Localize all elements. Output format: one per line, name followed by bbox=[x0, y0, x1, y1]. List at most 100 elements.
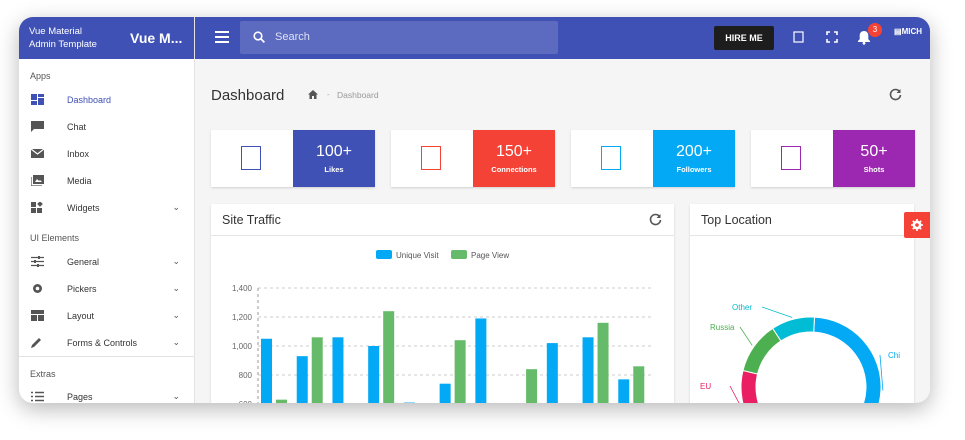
sidebar-item-pages[interactable]: Pages ⌄ bbox=[19, 383, 194, 403]
bar bbox=[475, 318, 487, 403]
search-input[interactable]: Search bbox=[240, 21, 558, 54]
stat-frame-icon bbox=[241, 146, 261, 170]
bar bbox=[582, 337, 594, 403]
donut-slice bbox=[772, 316, 816, 342]
chevron-down-icon: ⌄ bbox=[172, 310, 180, 320]
settings-button[interactable] bbox=[904, 212, 930, 238]
refresh-icon[interactable] bbox=[889, 88, 902, 101]
section-ui-elements: UI Elements bbox=[30, 233, 80, 243]
y-tick-label: 1,200 bbox=[232, 313, 253, 322]
broken-image-icon: ▤ bbox=[894, 27, 902, 36]
sidebar-item-chat[interactable]: Chat bbox=[19, 113, 194, 140]
stat-panel: 150+ Connections bbox=[473, 130, 555, 187]
donut-slice bbox=[742, 327, 782, 375]
app-window: Vue Material Admin Template Vue M... App… bbox=[19, 17, 930, 403]
sidebar-item-label: Inbox bbox=[67, 149, 90, 159]
sidebar-item-media[interactable]: Media bbox=[19, 167, 194, 194]
refresh-icon[interactable] bbox=[649, 213, 662, 226]
slice-label: Other bbox=[732, 303, 752, 312]
stat-value: 100+ bbox=[315, 143, 353, 160]
top-location-chart: Chi EU Russia Other bbox=[700, 303, 900, 403]
stat-label: Followers bbox=[676, 165, 712, 174]
sidebar-item-dashboard[interactable]: Dashboard bbox=[19, 86, 194, 113]
email-icon bbox=[31, 148, 44, 158]
stat-label: Shots bbox=[863, 165, 885, 174]
sidebar-item-label: Dashboard bbox=[67, 95, 112, 105]
dashboard-icon bbox=[31, 94, 44, 105]
widgets-icon bbox=[31, 202, 43, 213]
stat-card-followers: 200+ Followers bbox=[571, 130, 735, 187]
label-leader bbox=[739, 326, 753, 346]
page-title: Dashboard bbox=[211, 87, 285, 104]
site-traffic-chart: Unique Visit Page View 600 800 1,000 1,200 1,4… bbox=[232, 250, 651, 403]
stat-frame-icon bbox=[781, 146, 801, 170]
bar bbox=[439, 383, 451, 403]
legend-swatch bbox=[451, 250, 467, 259]
photo-library-icon bbox=[31, 175, 44, 186]
settings-icon bbox=[911, 219, 923, 231]
sidebar-item-label: Layout bbox=[67, 311, 95, 321]
sidebar-item-general[interactable]: General ⌄ bbox=[19, 248, 194, 275]
chevron-down-icon: ⌄ bbox=[172, 337, 180, 347]
page-icon[interactable] bbox=[793, 31, 804, 43]
label-leader bbox=[729, 385, 740, 403]
donut-slice bbox=[813, 316, 882, 403]
label-leader bbox=[761, 306, 793, 318]
search-icon bbox=[253, 31, 265, 43]
sidebar-item-label: Pages bbox=[67, 392, 93, 402]
sidebar-item-forms-controls[interactable]: Forms & Controls ⌄ bbox=[19, 329, 194, 356]
card-title: Site Traffic bbox=[222, 213, 281, 227]
sidebar-item-pickers[interactable]: Pickers ⌄ bbox=[19, 275, 194, 302]
sidebar-item-layout[interactable]: Layout ⌄ bbox=[19, 302, 194, 329]
stat-card-likes: 100+ Likes bbox=[211, 130, 375, 187]
slice-label: Russia bbox=[710, 323, 735, 332]
home-icon[interactable] bbox=[308, 90, 318, 99]
sidebar-item-label: Widgets bbox=[67, 203, 100, 213]
brand-bar: Vue Material Admin Template Vue M... bbox=[19, 17, 194, 59]
menu-icon[interactable] bbox=[215, 31, 229, 43]
donut-slice bbox=[740, 369, 759, 403]
stat-card-shots: 50+ Shots bbox=[751, 130, 915, 187]
bell-icon[interactable] bbox=[857, 30, 871, 45]
bar bbox=[311, 337, 323, 403]
bar bbox=[276, 399, 287, 403]
site-traffic-card: Site Traffic Unique Visit Page View 600 800… bbox=[211, 204, 674, 403]
chevron-down-icon: ⌄ bbox=[172, 391, 180, 401]
bar bbox=[261, 338, 272, 403]
stat-panel: 50+ Shots bbox=[833, 130, 915, 187]
y-tick-label: 1,000 bbox=[232, 342, 253, 351]
top-app-bar: Search HIRE ME 3 ▤MICH bbox=[195, 17, 930, 59]
tune-icon bbox=[31, 256, 44, 267]
sidebar-item-inbox[interactable]: Inbox bbox=[19, 140, 194, 167]
notification-badge: 3 bbox=[868, 23, 882, 37]
stat-frame-icon bbox=[601, 146, 621, 170]
sidebar-item-widgets[interactable]: Widgets ⌄ bbox=[19, 194, 194, 221]
bar bbox=[368, 346, 380, 403]
chevron-down-icon: ⌄ bbox=[172, 202, 180, 212]
avatar-alt: MICH bbox=[901, 27, 923, 36]
bar bbox=[332, 337, 344, 403]
bar bbox=[296, 356, 308, 403]
list-icon bbox=[31, 391, 44, 402]
bar bbox=[618, 379, 630, 403]
legend-label: Unique Visit bbox=[396, 251, 439, 260]
app-name[interactable]: Vue M... bbox=[130, 30, 183, 46]
avatar[interactable]: ▤MICH bbox=[894, 27, 922, 36]
stat-frame-icon bbox=[421, 146, 441, 170]
fullscreen-icon[interactable] bbox=[826, 31, 838, 43]
hire-me-button[interactable]: HIRE ME bbox=[714, 26, 774, 50]
breadcrumb-current: Dashboard bbox=[337, 90, 379, 100]
sidebar-item-label: Pickers bbox=[67, 284, 97, 294]
settings-icon bbox=[33, 284, 42, 293]
slice-label: EU bbox=[700, 382, 711, 391]
top-location-card: Top Location Chi EU Russia Other bbox=[690, 204, 914, 403]
search-placeholder: Search bbox=[275, 31, 310, 43]
stat-value: 50+ bbox=[860, 143, 888, 160]
stat-label: Connections bbox=[491, 165, 537, 174]
card-title: Top Location bbox=[701, 213, 772, 227]
y-tick-label: 1,400 bbox=[232, 284, 253, 293]
card-header: Site Traffic bbox=[211, 204, 674, 236]
logo: Vue Material Admin Template bbox=[29, 26, 97, 50]
label-leader bbox=[879, 354, 884, 391]
chevron-down-icon: ⌄ bbox=[172, 283, 180, 293]
